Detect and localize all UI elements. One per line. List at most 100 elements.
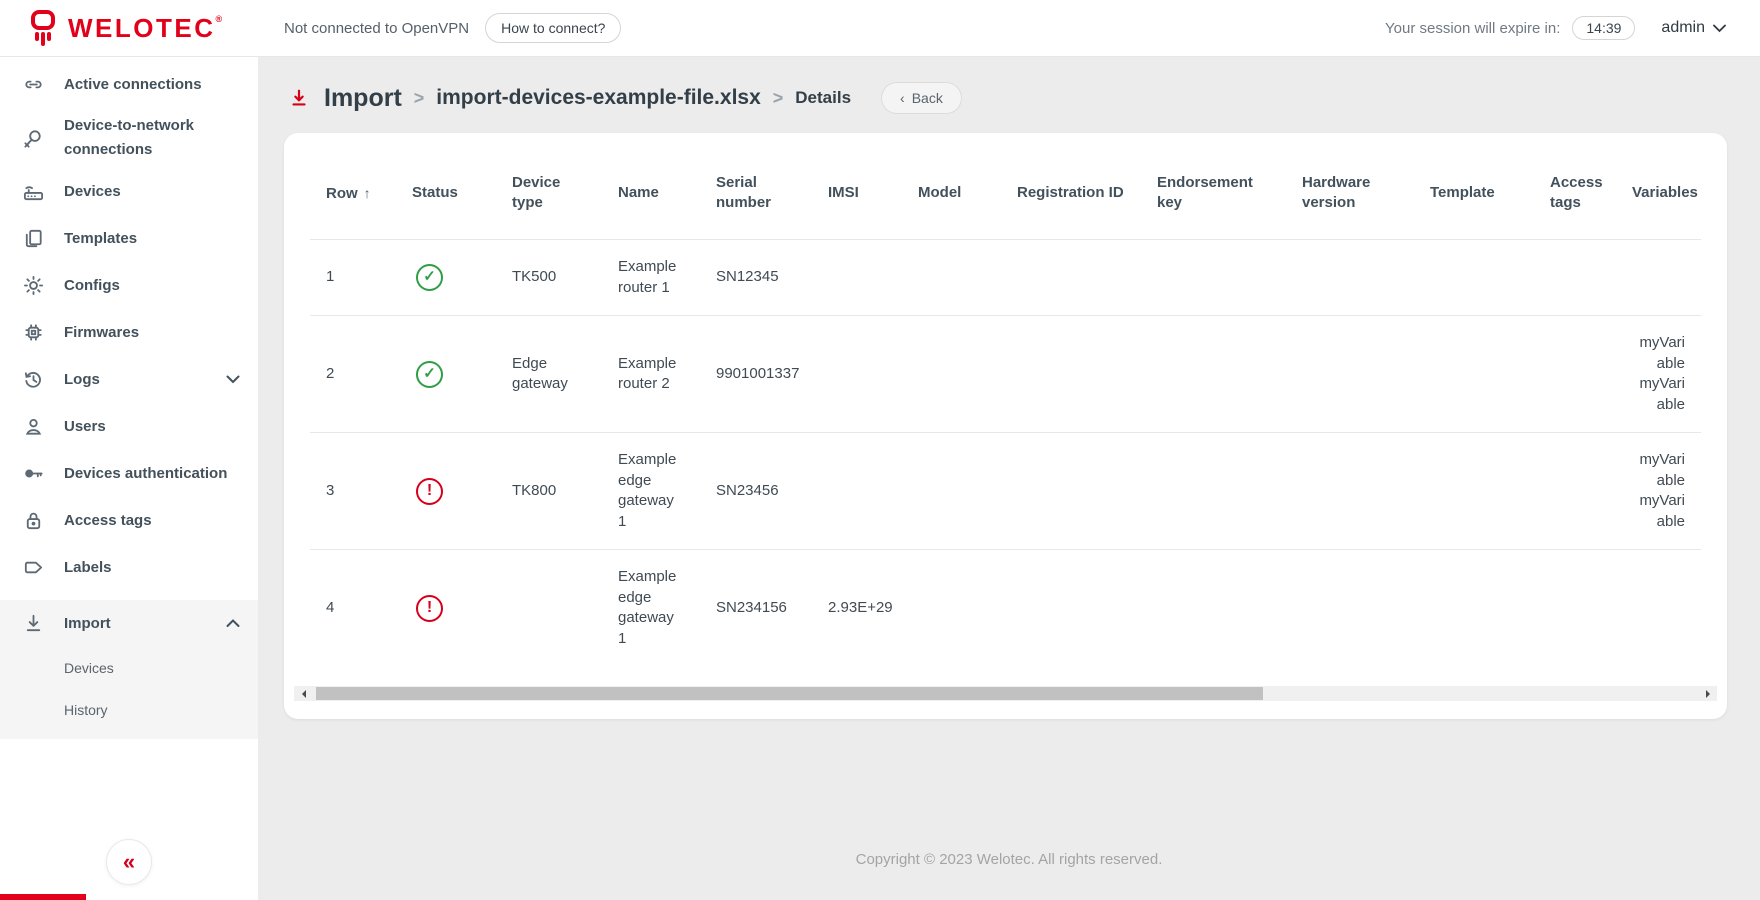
sidebar: Active connections Device-to-network con… — [0, 57, 258, 900]
import-details-card: Row ↑ Status Device type Name Serial numb… — [284, 133, 1727, 719]
table-row[interactable]: 4 ! Example edge gateway 1 SN234156 2.93… — [310, 549, 1701, 666]
sidebar-item-templates[interactable]: Templates — [0, 215, 258, 262]
breadcrumb-separator: > — [772, 87, 784, 108]
column-header-access-tags[interactable]: Access tags — [1550, 174, 1603, 211]
column-header-row[interactable]: Row ↑ — [326, 184, 371, 202]
gear-icon — [20, 274, 46, 297]
scroll-left-button[interactable] — [294, 686, 309, 701]
link-icon — [20, 73, 46, 96]
breadcrumb: Import > import-devices-example-file.xls… — [258, 79, 1760, 117]
sidebar-item-label: Labels — [64, 558, 112, 576]
sidebar-subitem-import-devices[interactable]: Devices — [64, 660, 114, 676]
column-header-status[interactable]: Status — [412, 184, 458, 201]
chevron-down-icon — [1713, 24, 1726, 33]
sidebar-item-devices-authentication[interactable]: Devices authentication — [0, 450, 258, 497]
tag-icon — [20, 556, 46, 579]
welotec-logo[interactable]: welotec® — [0, 9, 258, 47]
table-header-row: Row ↑ Status Device type Name Serial numb… — [310, 133, 1701, 240]
cell-variables: myVariable myVariable — [1616, 432, 1701, 550]
sidebar-scrollbar-thumb[interactable] — [0, 894, 86, 900]
sidebar-item-firmwares[interactable]: Firmwares — [0, 309, 258, 356]
download-icon — [20, 612, 46, 635]
cell-name: Example edge gateway 1 — [602, 549, 700, 666]
sidebar-item-devices[interactable]: Devices — [0, 168, 258, 215]
how-to-connect-button[interactable]: How to connect? — [485, 13, 622, 43]
user-menu[interactable]: admin — [1661, 19, 1726, 37]
sidebar-item-users[interactable]: Users — [0, 403, 258, 450]
history-icon — [20, 368, 46, 391]
cell-access-tags — [1534, 239, 1616, 316]
user-icon — [20, 415, 46, 438]
sidebar-item-configs[interactable]: Configs — [0, 262, 258, 309]
sidebar-collapse-button[interactable]: « — [106, 839, 152, 885]
sidebar-item-access-tags[interactable]: Access tags — [0, 497, 258, 544]
cell-device-type — [496, 549, 602, 666]
cell-template — [1414, 432, 1534, 550]
sidebar-item-logs[interactable]: Logs — [0, 356, 258, 403]
import-icon — [288, 86, 310, 110]
chevron-up-icon[interactable] — [226, 619, 240, 628]
cell-endorsement-key — [1141, 549, 1286, 666]
sidebar-item-import[interactable]: Import — [0, 600, 258, 647]
sidebar-item-label: Configs — [64, 276, 120, 294]
scrollbar-thumb[interactable] — [315, 687, 1264, 700]
cell-serial-number: SN234156 — [700, 549, 812, 666]
cell-name: Example router 2 — [602, 315, 700, 433]
sidebar-item-active-connections[interactable]: Active connections — [0, 61, 258, 108]
horizontal-scrollbar[interactable] — [294, 686, 1717, 701]
scrollbar-track[interactable] — [309, 686, 1702, 701]
sort-ascending-icon[interactable]: ↑ — [363, 184, 371, 201]
topbar: welotec® Not connected to OpenVPN How to… — [0, 0, 1760, 57]
status-error-icon: ! — [416, 594, 443, 622]
cell-imsi: 2.93E+29 — [812, 549, 902, 666]
column-header-registration-id[interactable]: Registration ID — [1017, 184, 1124, 201]
breadcrumb-filename[interactable]: import-devices-example-file.xlsx — [436, 86, 761, 109]
cell-hardware-version — [1286, 239, 1414, 316]
column-header-name[interactable]: Name — [618, 184, 659, 201]
table-row[interactable]: 3 ! TK800 Example edge gateway 1 SN23456… — [310, 432, 1701, 550]
column-header-model[interactable]: Model — [918, 184, 962, 201]
back-button[interactable]: ‹ Back — [881, 82, 962, 114]
cell-imsi — [812, 315, 902, 433]
breadcrumb-import[interactable]: Import — [324, 83, 402, 112]
cell-access-tags — [1534, 549, 1616, 666]
cell-access-tags — [1534, 315, 1616, 433]
logo-wordmark: welotec® — [68, 13, 225, 43]
cell-access-tags — [1534, 432, 1616, 550]
cell-hardware-version — [1286, 315, 1414, 433]
status-error-icon: ! — [416, 477, 443, 505]
cell-serial-number: SN12345 — [700, 239, 812, 316]
column-header-device-type[interactable]: Device type — [512, 174, 561, 211]
back-button-label: Back — [911, 90, 943, 106]
cell-device-type: TK500 — [496, 239, 602, 316]
sidebar-item-label: Device-to-network connections — [64, 117, 195, 158]
column-header-hardware-version[interactable]: Hardware version — [1302, 174, 1371, 211]
chevron-down-icon[interactable] — [226, 375, 240, 384]
sidebar-item-label: Devices authentication — [64, 464, 228, 482]
registered-mark: ® — [215, 14, 225, 24]
sidebar-item-label: Import — [64, 614, 111, 632]
sidebar-subitem-import-history[interactable]: History — [64, 702, 108, 718]
cell-registration-id — [1001, 315, 1141, 433]
column-header-imsi[interactable]: IMSI — [828, 184, 859, 201]
column-header-variables[interactable]: Variables — [1632, 184, 1698, 201]
cell-status: ! — [396, 549, 496, 666]
vpn-status-text: Not connected to OpenVPN — [284, 19, 470, 37]
column-header-serial-number[interactable]: Serial number — [716, 174, 772, 211]
cell-name: Example edge gateway 1 — [602, 432, 700, 550]
column-header-template[interactable]: Template — [1430, 184, 1495, 201]
scroll-right-button[interactable] — [1702, 686, 1717, 701]
column-header-endorsement-key[interactable]: Endorsement key — [1157, 174, 1253, 211]
sidebar-item-device-to-network-connections[interactable]: Device-to-network connections — [0, 108, 258, 168]
sidebar-item-labels[interactable]: Labels — [0, 544, 258, 591]
sidebar-item-label: Active connections — [64, 75, 202, 93]
status-success-icon: ✓ — [416, 360, 443, 388]
table-row[interactable]: 1 ✓ TK500 Example router 1 SN12345 — [310, 239, 1701, 316]
sidebar-item-label: Access tags — [64, 511, 152, 529]
copyright-text: Copyright © 2023 Welotec. All rights res… — [855, 851, 1163, 868]
triangle-left-icon — [298, 689, 306, 698]
table-row[interactable]: 2 ✓ Edge gateway Example router 2 990100… — [310, 315, 1701, 433]
cell-device-type: TK800 — [496, 432, 602, 550]
router-icon — [20, 180, 46, 203]
cell-row: 1 — [310, 239, 396, 316]
